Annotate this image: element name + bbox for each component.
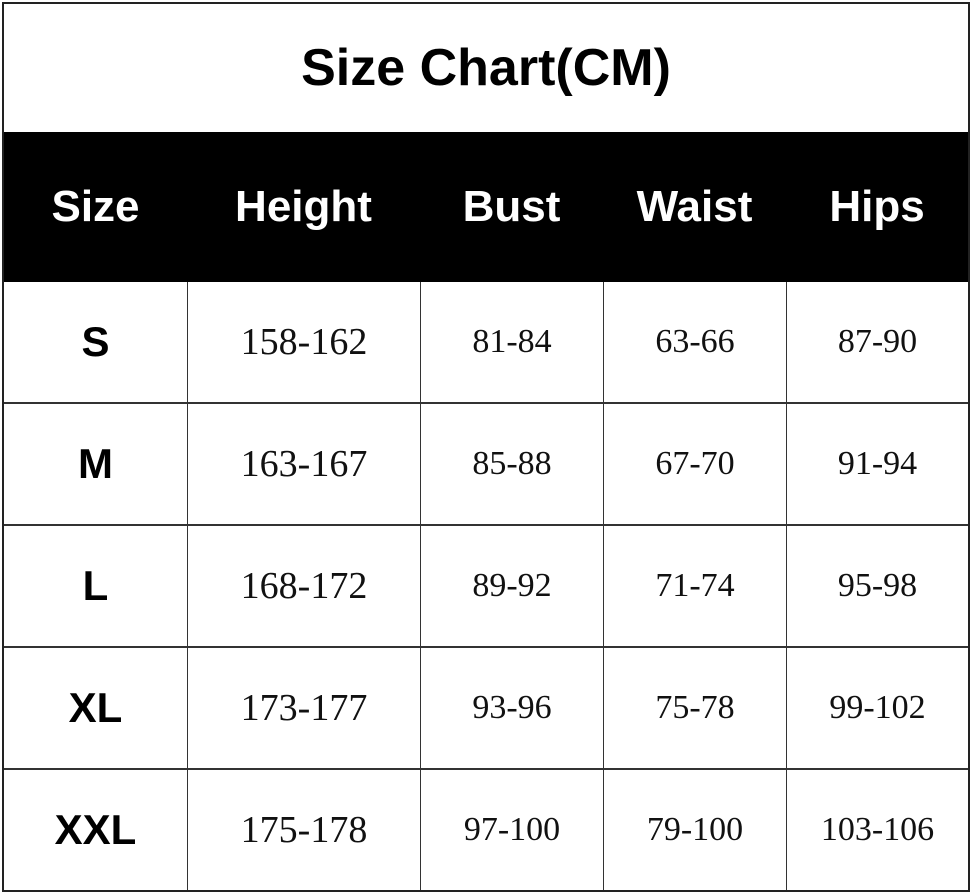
table-row: M 163-167 85-88 67-70 91-94 (4, 402, 968, 524)
cell-waist: 75-78 (603, 648, 786, 768)
cell-waist: 63-66 (603, 282, 786, 402)
column-header-hips: Hips (829, 182, 925, 231)
column-header-height: Height (235, 182, 372, 231)
cell-bust: 85-88 (420, 404, 603, 524)
cell-bust: 89-92 (420, 526, 603, 646)
column-header-waist: Waist (636, 182, 753, 231)
cell-waist: 71-74 (603, 526, 786, 646)
cell-hips: 87-90 (786, 282, 968, 402)
table-row: XXL 175-178 97-100 79-100 103-106 (4, 768, 968, 890)
table-row: L 168-172 89-92 71-74 95-98 (4, 524, 968, 646)
cell-bust: 81-84 (420, 282, 603, 402)
cell-height: 173-177 (187, 648, 420, 768)
cell-size: S (81, 318, 110, 365)
table-header: Size Height Bust Waist Hips (4, 132, 968, 282)
cell-bust: 97-100 (420, 770, 603, 890)
table-row: XL 173-177 93-96 75-78 99-102 (4, 646, 968, 768)
cell-height: 175-178 (187, 770, 420, 890)
cell-height: 158-162 (187, 282, 420, 402)
cell-size: XXL (54, 806, 137, 853)
cell-hips: 95-98 (786, 526, 968, 646)
cell-height: 168-172 (187, 526, 420, 646)
cell-hips: 91-94 (786, 404, 968, 524)
cell-waist: 79-100 (603, 770, 786, 890)
column-header-bust: Bust (462, 182, 561, 231)
table-row: S 158-162 81-84 63-66 87-90 (4, 282, 968, 402)
cell-size: L (82, 562, 109, 609)
cell-waist: 67-70 (603, 404, 786, 524)
cell-height: 163-167 (187, 404, 420, 524)
cell-hips: 99-102 (786, 648, 968, 768)
table-body: S 158-162 81-84 63-66 87-90 M 163-167 85-88 67-7… (4, 282, 968, 890)
chart-title: Size Chart(CM) (301, 39, 671, 97)
cell-hips: 103-106 (786, 770, 968, 890)
cell-size: M (78, 440, 113, 487)
column-header-size: Size (51, 182, 140, 231)
cell-size: XL (68, 684, 123, 731)
cell-bust: 93-96 (420, 648, 603, 768)
